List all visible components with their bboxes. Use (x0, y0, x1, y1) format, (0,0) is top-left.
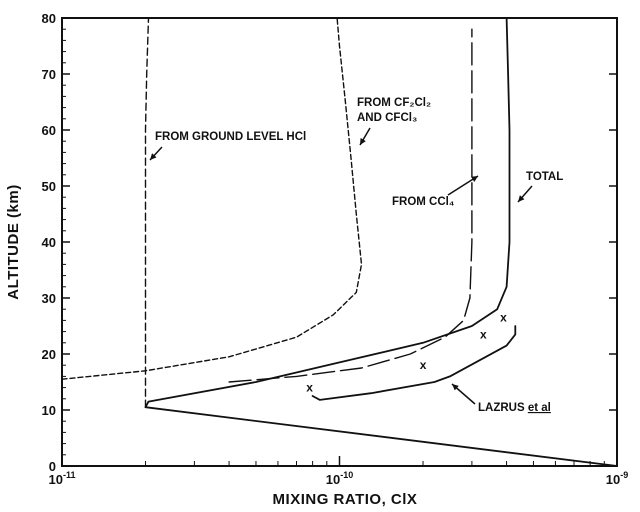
data-marker-x: x (420, 358, 427, 372)
series-from-ground-level-hcl (144, 17, 150, 408)
x-tick-label: 10-10 (326, 470, 353, 487)
annotation-lazrus: LAZRUS et al (478, 402, 551, 414)
arrow-cfcl-head (360, 138, 366, 145)
x-tick-label: 10-11 (49, 470, 76, 487)
y-tick-label: 70 (42, 67, 56, 82)
x-axis-title: MIXING RATIO, ClX (273, 491, 418, 508)
y-tick-label: 60 (42, 123, 56, 138)
y-tick-label: 20 (42, 347, 56, 362)
y-tick-label: 30 (42, 291, 56, 306)
arrow-ground-level-hcl-head (150, 153, 157, 160)
annotation-from-cfcl-line2: AND CFCl₃ (357, 112, 417, 124)
y-tick-label: 80 (42, 11, 56, 26)
y-axis-title: ALTITUDE (km) (5, 184, 22, 299)
y-tick-label: 0 (49, 459, 56, 474)
series-from-ccl4 (228, 28, 473, 383)
y-tick-label: 40 (42, 235, 56, 250)
annotation-from-cfcl-line1: FROM CF₂Cl₂ (357, 97, 431, 109)
annotation-from-ccl4: FROM CCl₄ (392, 196, 454, 208)
data-marker-x: x (306, 381, 313, 395)
series-lazrus-et-al (311, 325, 517, 401)
arrow-lazrus-head (452, 384, 459, 391)
y-tick-label: 10 (42, 403, 56, 418)
x-tick-label: 10-9 (606, 470, 628, 487)
data-marker-x: x (480, 327, 487, 341)
annotation-total: TOTAL (526, 171, 563, 183)
series-from-cf2cl2-and-cfcl3 (61, 17, 363, 380)
series-total (144, 17, 618, 467)
arrow-total-head (518, 195, 525, 202)
y-tick-label: 50 (42, 179, 56, 194)
arrow-ccl4-head (471, 176, 478, 182)
data-marker-x: x (500, 311, 507, 325)
annotation-from-ground-level-hcl: FROM GROUND LEVEL HCl (155, 131, 306, 143)
